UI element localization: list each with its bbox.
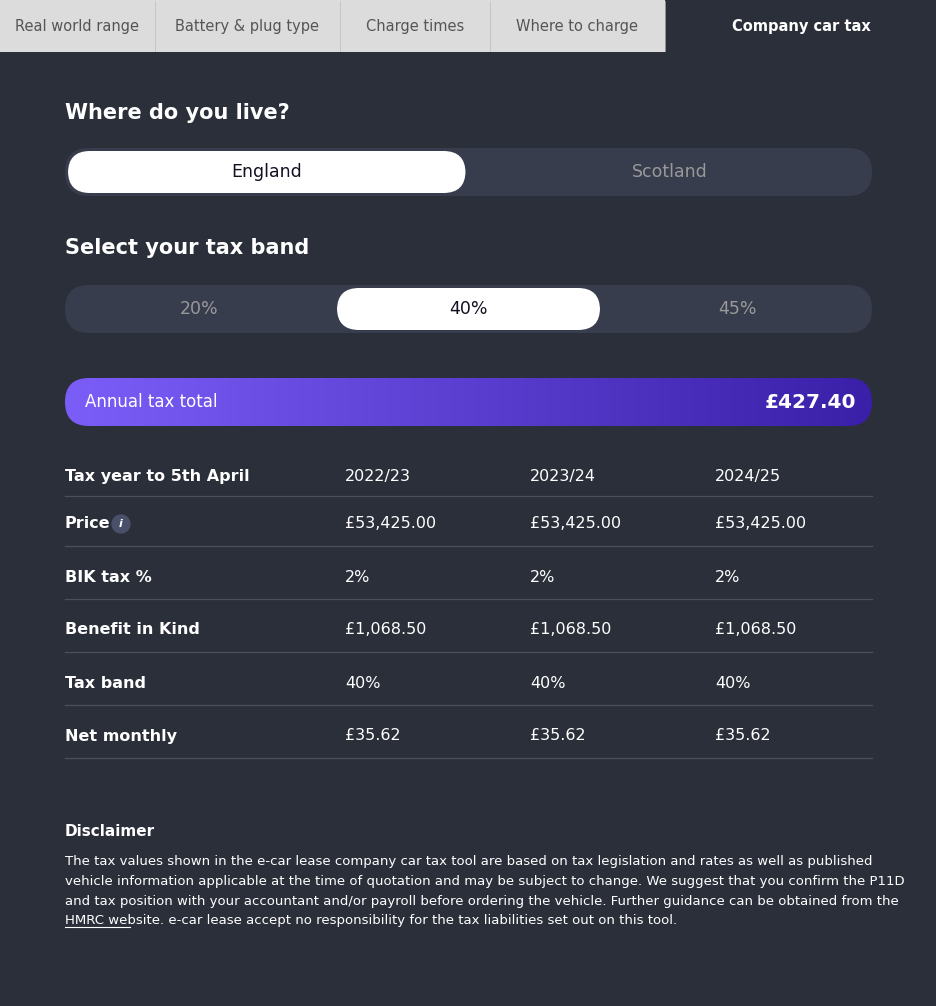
Text: Where do you live?: Where do you live? [65,103,289,123]
Text: i: i [119,519,123,529]
Text: 40%: 40% [530,675,565,690]
Text: 2%: 2% [530,569,555,584]
Text: Battery & plug type: Battery & plug type [175,18,319,33]
FancyBboxPatch shape [68,151,465,193]
Text: £53,425.00: £53,425.00 [344,516,435,531]
Bar [154,0,340,52]
Text: Where to charge: Where to charge [516,18,637,33]
FancyBboxPatch shape [65,148,871,196]
Text: Scotland: Scotland [632,163,708,181]
Text: Tax year to 5th April: Tax year to 5th April [65,469,249,484]
Text: Net monthly: Net monthly [65,728,177,743]
Text: £427.40: £427.40 [764,392,856,411]
Text: 2%: 2% [344,569,370,584]
Text: Select your tax band: Select your tax band [65,238,309,258]
Text: Tax band: Tax band [65,675,146,690]
Text: £53,425.00: £53,425.00 [714,516,805,531]
Bar [665,0,936,52]
Text: Company car tax: Company car tax [731,18,870,33]
Text: Real world range: Real world range [16,18,139,33]
Text: England: England [231,163,301,181]
Text: £35.62: £35.62 [344,728,401,743]
Text: Price: Price [65,516,110,531]
Circle shape [112,515,130,533]
Text: 40%: 40% [448,300,488,318]
FancyBboxPatch shape [65,285,871,333]
Text: £1,068.50: £1,068.50 [530,623,610,638]
Text: 40%: 40% [344,675,380,690]
Text: vehicle information applicable at the time of quotation and may be subject to ch: vehicle information applicable at the ti… [65,875,903,888]
Text: 2024/25: 2024/25 [714,469,781,484]
Text: 45%: 45% [718,300,756,318]
Text: 2%: 2% [714,569,739,584]
Text: £53,425.00: £53,425.00 [530,516,621,531]
Text: HMRC website. e-car lease accept no responsibility for the tax liabilities set o: HMRC website. e-car lease accept no resp… [65,914,677,927]
Text: Disclaimer: Disclaimer [65,825,155,839]
FancyBboxPatch shape [337,288,599,330]
Text: 2023/24: 2023/24 [530,469,595,484]
Bar [0,0,154,52]
Bar [340,0,490,52]
Text: £35.62: £35.62 [714,728,769,743]
Text: and tax position with your accountant and/or payroll before ordering the vehicle: and tax position with your accountant an… [65,894,898,907]
Text: £1,068.50: £1,068.50 [714,623,796,638]
Text: Benefit in Kind: Benefit in Kind [65,623,199,638]
Text: BIK tax %: BIK tax % [65,569,152,584]
Text: 20%: 20% [180,300,219,318]
Text: 40%: 40% [714,675,750,690]
Text: 2022/23: 2022/23 [344,469,411,484]
Text: Annual tax total: Annual tax total [85,393,217,411]
Text: The tax values shown in the e-car lease company car tax tool are based on tax le: The tax values shown in the e-car lease … [65,855,871,868]
Text: £35.62: £35.62 [530,728,585,743]
Text: Charge times: Charge times [365,18,463,33]
Text: £1,068.50: £1,068.50 [344,623,426,638]
Bar [490,0,665,52]
